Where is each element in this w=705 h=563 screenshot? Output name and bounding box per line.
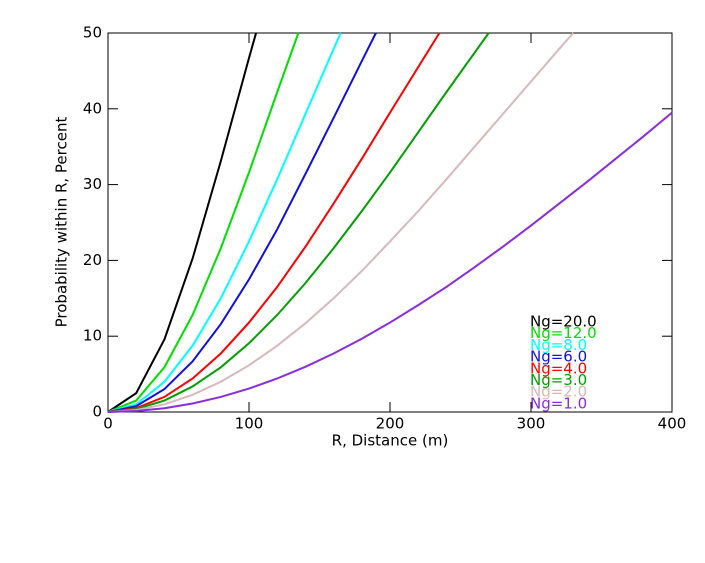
series-line bbox=[107, 32, 300, 413]
y-tick-label: 20 bbox=[83, 251, 102, 269]
legend-label: Ng=6.0 bbox=[530, 348, 587, 366]
series-line bbox=[107, 32, 258, 413]
y-tick-label: 40 bbox=[83, 99, 102, 117]
x-tick-label: 400 bbox=[658, 415, 687, 433]
legend-label: Ng=8.0 bbox=[530, 336, 587, 354]
series-line bbox=[107, 111, 673, 413]
legend-label: Ng=12.0 bbox=[530, 324, 597, 342]
x-tick-label: 100 bbox=[235, 415, 264, 433]
x-tick-label: 300 bbox=[517, 415, 546, 433]
x-tick-label: 0 bbox=[103, 415, 113, 433]
legend-label: Ng=2.0 bbox=[530, 383, 587, 401]
x-axis-label: R, Distance (m) bbox=[332, 432, 449, 450]
series-line bbox=[107, 32, 377, 413]
plot-frame bbox=[107, 32, 673, 413]
y-tick-label: 10 bbox=[83, 327, 102, 345]
series-line bbox=[107, 32, 441, 413]
y-tick-label: 0 bbox=[92, 403, 102, 421]
y-axis-label: Probability within R, Percent bbox=[53, 117, 71, 328]
legend-label: Ng=3.0 bbox=[530, 371, 587, 389]
y-tick-label: 50 bbox=[83, 24, 102, 42]
x-tick-label: 200 bbox=[376, 415, 405, 433]
series-line bbox=[107, 32, 490, 413]
legend-label: Ng=1.0 bbox=[530, 394, 587, 412]
legend-label: Ng=20.0 bbox=[530, 313, 597, 331]
series-line bbox=[107, 32, 575, 413]
legend-label: Ng=4.0 bbox=[530, 359, 587, 377]
series-line bbox=[107, 32, 342, 413]
y-tick-label: 30 bbox=[83, 175, 102, 193]
